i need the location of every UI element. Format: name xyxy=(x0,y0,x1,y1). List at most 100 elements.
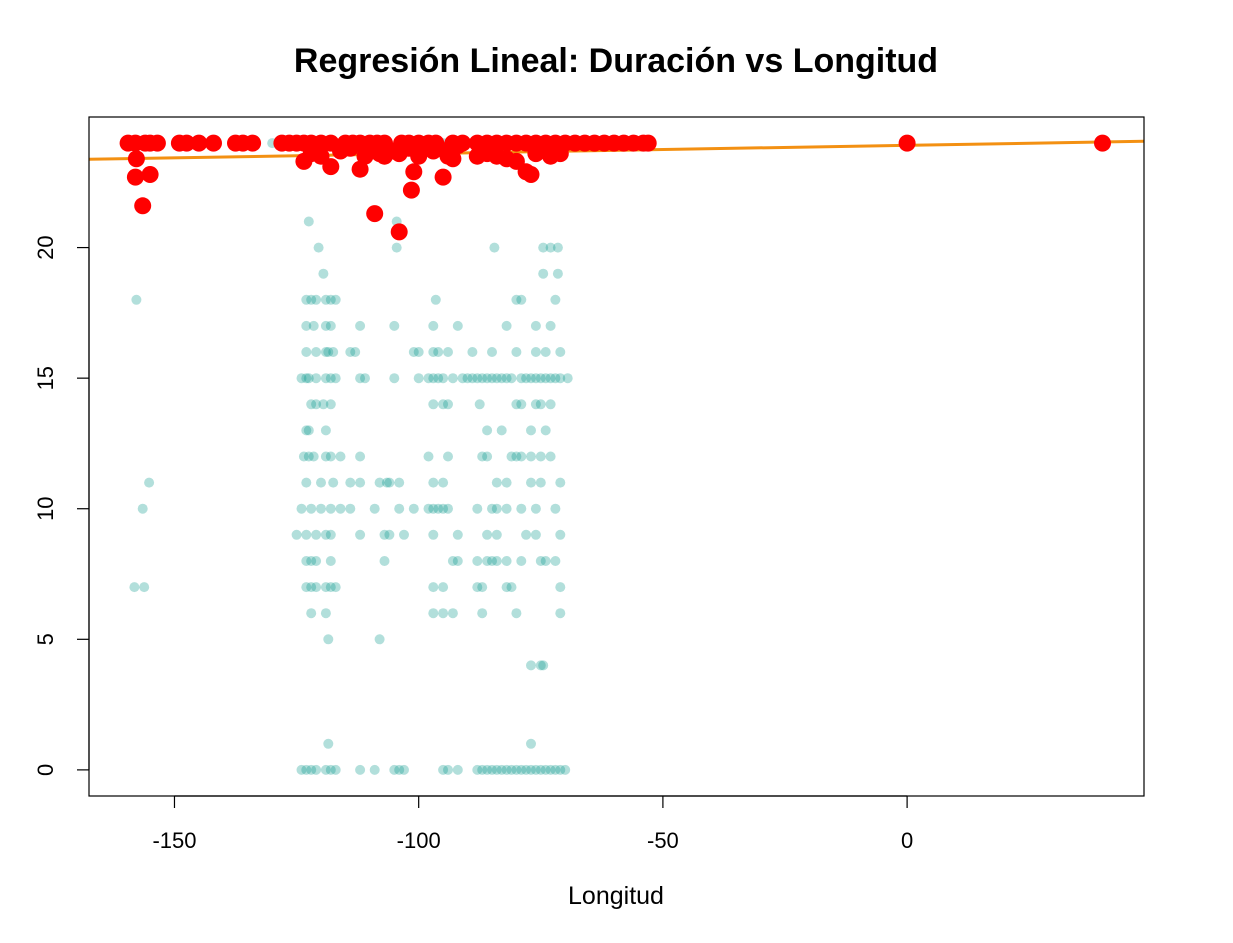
data-point xyxy=(320,582,331,593)
data-point xyxy=(511,399,522,410)
highlight-point xyxy=(127,150,145,168)
data-point xyxy=(472,373,483,384)
data-point xyxy=(408,503,419,514)
data-point xyxy=(325,399,336,410)
data-point xyxy=(438,477,449,488)
data-point xyxy=(511,347,522,357)
data-point xyxy=(345,347,356,357)
highlight-point xyxy=(141,166,159,183)
data-point xyxy=(428,320,439,331)
data-point xyxy=(355,320,366,331)
data-point xyxy=(438,582,449,593)
scatter-points xyxy=(129,138,573,775)
data-point xyxy=(296,503,307,514)
data-point xyxy=(516,451,527,462)
data-point xyxy=(311,764,322,775)
highlight-point xyxy=(444,150,462,168)
data-point xyxy=(306,294,317,305)
x-axis-label: Longitud xyxy=(568,882,664,910)
highlight-point xyxy=(898,134,916,152)
data-point xyxy=(516,373,527,384)
data-point xyxy=(511,764,522,775)
data-point xyxy=(516,556,527,566)
data-point xyxy=(489,242,500,253)
data-point xyxy=(443,503,453,514)
data-point xyxy=(345,477,356,488)
data-point xyxy=(308,451,319,462)
data-point xyxy=(457,373,468,384)
data-point xyxy=(530,320,541,331)
data-point xyxy=(325,764,336,775)
data-point xyxy=(477,764,488,775)
data-point xyxy=(301,556,312,566)
data-point xyxy=(301,373,312,384)
highlight-point xyxy=(205,134,222,152)
highlight-point xyxy=(390,223,408,241)
data-point xyxy=(545,242,556,253)
data-point xyxy=(316,503,326,514)
data-point xyxy=(521,529,532,540)
data-point xyxy=(394,503,405,514)
data-point xyxy=(301,529,312,540)
data-point xyxy=(526,660,536,671)
data-point xyxy=(511,608,522,619)
data-point xyxy=(552,268,563,279)
highlight-point xyxy=(134,197,152,215)
data-point xyxy=(311,556,322,566)
data-point xyxy=(330,764,341,775)
x-tick-label: -50 xyxy=(647,828,679,853)
data-point xyxy=(413,373,424,384)
data-point xyxy=(413,347,424,357)
data-point xyxy=(555,764,566,775)
data-point xyxy=(552,242,563,253)
data-point xyxy=(447,373,458,384)
data-point xyxy=(452,529,463,540)
data-point xyxy=(323,738,334,749)
data-point xyxy=(320,764,331,775)
data-point xyxy=(550,503,561,514)
highlight-point xyxy=(366,205,384,223)
data-point xyxy=(301,425,312,436)
data-point xyxy=(391,242,402,253)
data-point xyxy=(443,399,453,410)
data-point xyxy=(477,582,488,593)
data-point xyxy=(379,556,390,566)
y-tick-label: 15 xyxy=(33,366,58,390)
data-point xyxy=(428,529,439,540)
data-point xyxy=(491,503,502,514)
data-point xyxy=(482,764,493,775)
highlight-point xyxy=(126,168,144,186)
data-point xyxy=(555,347,566,357)
data-point xyxy=(428,582,439,593)
chart-title: Regresión Lineal: Duración vs Longitud xyxy=(294,42,938,80)
data-point xyxy=(535,477,546,488)
data-point xyxy=(320,451,331,462)
data-point xyxy=(540,425,551,436)
data-point xyxy=(550,556,561,566)
data-point xyxy=(355,373,366,384)
data-point xyxy=(323,347,334,357)
data-point xyxy=(381,477,392,488)
data-point xyxy=(482,373,493,384)
data-point xyxy=(301,294,312,305)
data-point xyxy=(306,608,317,619)
data-point xyxy=(555,529,566,540)
data-point xyxy=(318,268,329,279)
data-point xyxy=(323,634,334,645)
data-point xyxy=(438,373,449,384)
data-point xyxy=(433,373,444,384)
data-point xyxy=(438,399,449,410)
data-point xyxy=(555,477,566,488)
data-point xyxy=(301,764,312,775)
data-point xyxy=(501,373,512,384)
data-point xyxy=(506,451,517,462)
data-point xyxy=(306,503,317,514)
data-point xyxy=(452,556,463,566)
data-point xyxy=(303,451,314,462)
data-point xyxy=(530,399,541,410)
x-tick-label: -100 xyxy=(397,828,441,853)
data-point xyxy=(506,764,517,775)
data-point xyxy=(474,399,485,410)
data-point xyxy=(384,477,395,488)
data-point xyxy=(526,373,536,384)
